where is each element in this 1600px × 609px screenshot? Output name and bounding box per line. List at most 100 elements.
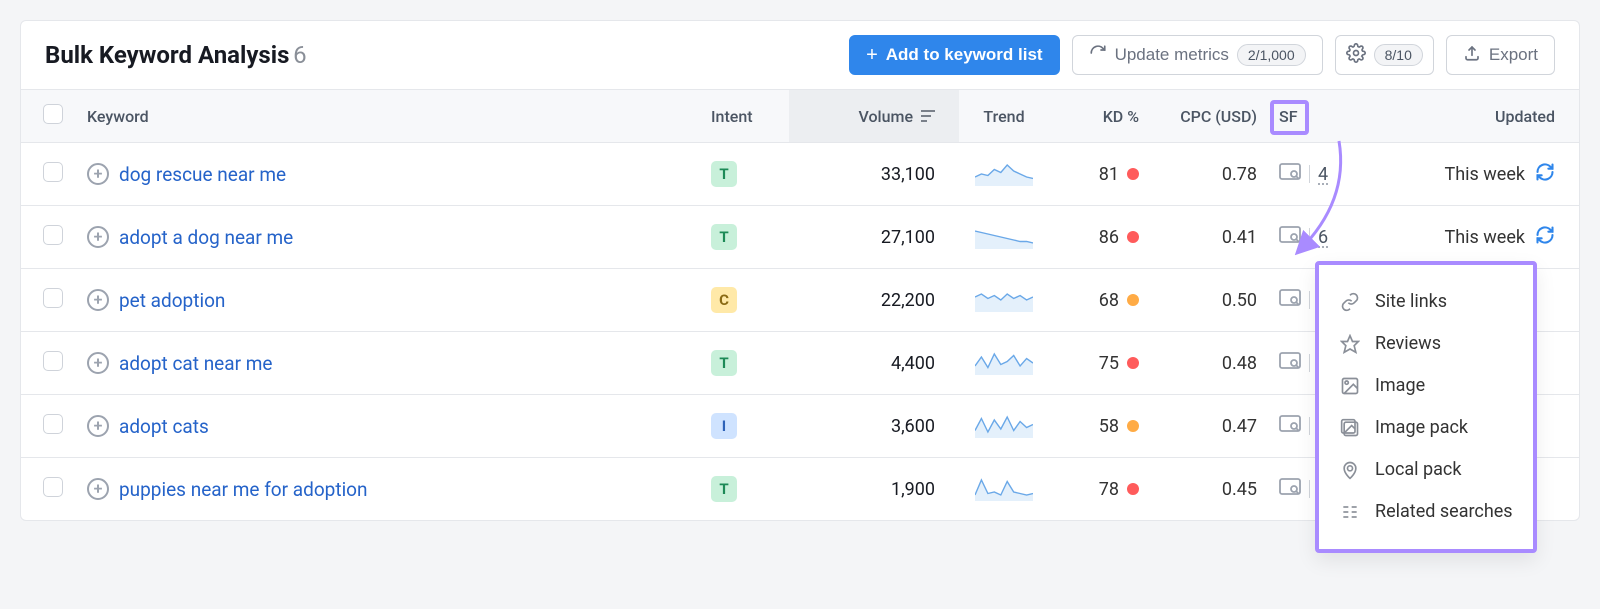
row-checkbox[interactable] bbox=[43, 351, 63, 371]
popover-item-label: Site links bbox=[1375, 291, 1447, 312]
keyword-link[interactable]: adopt a dog near me bbox=[119, 226, 293, 249]
popover-item[interactable]: Reviews bbox=[1339, 323, 1513, 365]
export-icon bbox=[1463, 44, 1481, 67]
popover-item-label: Image pack bbox=[1375, 417, 1468, 438]
intent-badge: T bbox=[711, 350, 737, 376]
update-metrics-button[interactable]: Update metrics 2/1,000 bbox=[1072, 35, 1323, 75]
add-keyword-icon[interactable]: + bbox=[87, 289, 109, 311]
settings-button[interactable]: 8/10 bbox=[1335, 35, 1434, 75]
update-counter-pill: 2/1,000 bbox=[1237, 44, 1306, 66]
intent-badge: T bbox=[711, 476, 737, 502]
title-count: 6 bbox=[293, 41, 307, 69]
column-updated[interactable]: Updated bbox=[1379, 90, 1579, 143]
export-button[interactable]: Export bbox=[1446, 35, 1555, 75]
row-checkbox[interactable] bbox=[43, 162, 63, 182]
popover-item-label: Reviews bbox=[1375, 333, 1441, 354]
updated-text: This week bbox=[1444, 227, 1525, 248]
column-volume[interactable]: Volume bbox=[789, 90, 959, 143]
gear-icon bbox=[1346, 43, 1366, 68]
add-keyword-icon[interactable]: + bbox=[87, 226, 109, 248]
popover-item-label: Local pack bbox=[1375, 459, 1461, 480]
kd-value: 75 bbox=[1099, 353, 1119, 374]
sf-count[interactable]: 4 bbox=[1318, 164, 1328, 185]
update-button-label: Update metrics bbox=[1115, 45, 1229, 65]
kd-indicator-dot bbox=[1127, 231, 1139, 243]
keyword-link[interactable]: adopt cats bbox=[119, 415, 209, 438]
kd-indicator-dot bbox=[1127, 420, 1139, 432]
serp-icon[interactable] bbox=[1279, 478, 1301, 501]
pin-icon bbox=[1339, 459, 1361, 481]
row-checkbox[interactable] bbox=[43, 477, 63, 497]
column-sf[interactable]: SF bbox=[1269, 90, 1379, 143]
refresh-row-icon[interactable] bbox=[1535, 162, 1555, 187]
keyword-link[interactable]: pet adoption bbox=[119, 289, 225, 312]
refresh-row-icon[interactable] bbox=[1535, 225, 1555, 250]
popover-item[interactable]: Related searches bbox=[1339, 491, 1513, 533]
kd-value: 86 bbox=[1099, 227, 1119, 248]
title-text: Bulk Keyword Analysis bbox=[45, 41, 289, 69]
settings-counter-pill: 8/10 bbox=[1374, 44, 1423, 66]
table-row: + dog rescue near me T 33,100 81 0.78 4 This w… bbox=[21, 143, 1579, 206]
intent-badge: T bbox=[711, 161, 737, 187]
sf-count[interactable]: 6 bbox=[1318, 227, 1328, 248]
column-cpc[interactable]: CPC (USD) bbox=[1149, 90, 1269, 143]
trend-sparkline bbox=[959, 332, 1049, 395]
trend-sparkline bbox=[959, 206, 1049, 269]
add-to-keyword-list-button[interactable]: + Add to keyword list bbox=[849, 35, 1059, 75]
link-icon bbox=[1339, 291, 1361, 313]
add-keyword-icon[interactable]: + bbox=[87, 352, 109, 374]
popover-item[interactable]: Image pack bbox=[1339, 407, 1513, 449]
export-button-label: Export bbox=[1489, 45, 1538, 65]
row-checkbox[interactable] bbox=[43, 225, 63, 245]
volume-value: 3,600 bbox=[891, 416, 935, 437]
panel-header: Bulk Keyword Analysis 6 + Add to keyword… bbox=[21, 21, 1579, 89]
trend-sparkline bbox=[959, 458, 1049, 521]
serp-icon[interactable] bbox=[1279, 415, 1301, 438]
serp-icon[interactable] bbox=[1279, 163, 1301, 186]
volume-value: 33,100 bbox=[881, 164, 935, 185]
add-keyword-icon[interactable]: + bbox=[87, 415, 109, 437]
kd-indicator-dot bbox=[1127, 357, 1139, 369]
popover-item[interactable]: Site links bbox=[1339, 281, 1513, 323]
add-button-label: Add to keyword list bbox=[886, 45, 1043, 65]
cpc-value: 0.50 bbox=[1222, 290, 1257, 311]
cpc-value: 0.78 bbox=[1222, 164, 1257, 185]
select-all-checkbox[interactable] bbox=[43, 104, 63, 124]
star-icon bbox=[1339, 333, 1361, 355]
popover-item[interactable]: Local pack bbox=[1339, 449, 1513, 491]
serp-icon[interactable] bbox=[1279, 352, 1301, 375]
serp-icon[interactable] bbox=[1279, 289, 1301, 312]
column-trend[interactable]: Trend bbox=[959, 90, 1049, 143]
column-intent[interactable]: Intent bbox=[699, 90, 789, 143]
plus-icon: + bbox=[866, 45, 878, 65]
kd-indicator-dot bbox=[1127, 168, 1139, 180]
column-kd[interactable]: KD % bbox=[1049, 90, 1149, 143]
add-keyword-icon[interactable]: + bbox=[87, 478, 109, 500]
volume-value: 27,100 bbox=[881, 227, 935, 248]
kd-value: 81 bbox=[1099, 164, 1119, 185]
list-icon bbox=[1339, 501, 1361, 523]
serp-icon[interactable] bbox=[1279, 226, 1301, 249]
keyword-link[interactable]: dog rescue near me bbox=[119, 163, 286, 186]
cpc-value: 0.41 bbox=[1222, 227, 1257, 248]
select-all-header[interactable] bbox=[21, 90, 75, 143]
kd-value: 68 bbox=[1099, 290, 1119, 311]
keyword-analysis-panel: Bulk Keyword Analysis 6 + Add to keyword… bbox=[20, 20, 1580, 521]
column-keyword[interactable]: Keyword bbox=[75, 90, 699, 143]
keyword-link[interactable]: puppies near me for adoption bbox=[119, 478, 368, 501]
intent-badge: I bbox=[711, 413, 737, 439]
row-checkbox[interactable] bbox=[43, 414, 63, 434]
add-keyword-icon[interactable]: + bbox=[87, 163, 109, 185]
keyword-link[interactable]: adopt cat near me bbox=[119, 352, 272, 375]
trend-sparkline bbox=[959, 269, 1049, 332]
column-sf-label: SF bbox=[1279, 107, 1298, 126]
row-checkbox[interactable] bbox=[43, 288, 63, 308]
popover-item-label: Related searches bbox=[1375, 501, 1513, 522]
updated-text: This week bbox=[1444, 164, 1525, 185]
kd-value: 58 bbox=[1099, 416, 1119, 437]
column-volume-label: Volume bbox=[858, 107, 913, 126]
trend-sparkline bbox=[959, 395, 1049, 458]
popover-item[interactable]: Image bbox=[1339, 365, 1513, 407]
kd-value: 78 bbox=[1099, 479, 1119, 500]
trend-sparkline bbox=[959, 143, 1049, 206]
